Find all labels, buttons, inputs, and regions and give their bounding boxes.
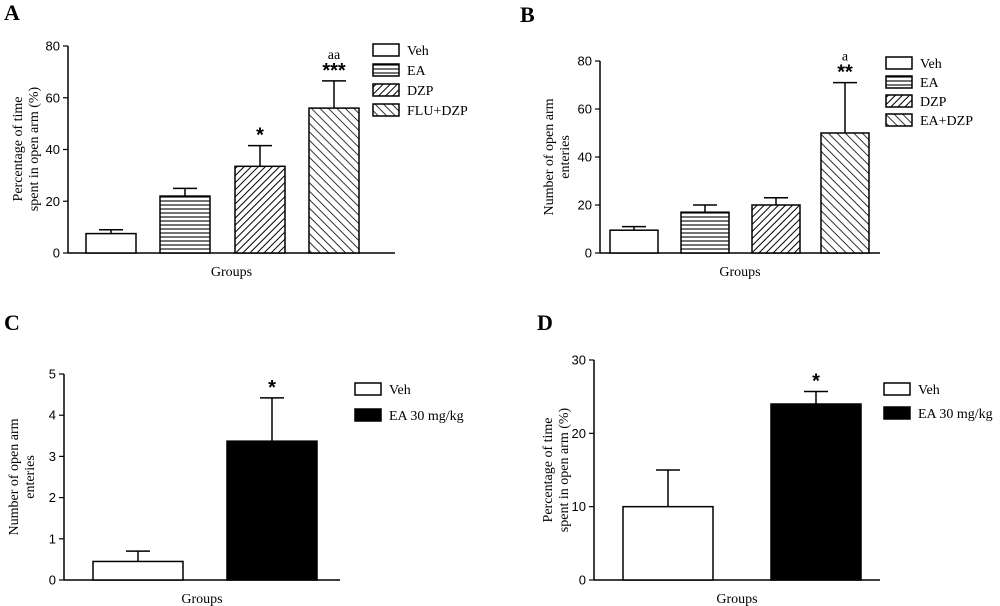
bar-dzp — [234, 165, 286, 254]
legend-swatch — [883, 406, 911, 420]
annotation-label: aa — [328, 48, 341, 63]
bar-ea-dzp — [820, 132, 870, 254]
bar-ea-30-mg-kg — [226, 440, 318, 581]
panel-b: B 0 20 40 60 80 Number of open armenteries Grou… — [520, 2, 973, 280]
y-tick-label: 80 — [46, 39, 60, 54]
legend-swatch — [885, 113, 913, 127]
y-tick-label: 20 — [578, 198, 592, 213]
legend-label: FLU+DZP — [407, 104, 468, 119]
legend-swatch — [883, 382, 911, 396]
y-tick-label: 60 — [46, 90, 60, 105]
y-tick-label: 20 — [572, 426, 586, 441]
significance-marker: * — [256, 125, 264, 147]
significance-marker: ** — [837, 62, 853, 84]
y-tick-label: 0 — [49, 573, 56, 588]
y-tick-label: 20 — [46, 194, 60, 209]
y-axis-label: Percentage of timespent in open arm (%) — [541, 407, 572, 532]
legend-label: Veh — [918, 383, 940, 398]
legend-swatch — [372, 103, 400, 117]
legend-label: Veh — [920, 57, 942, 72]
panel-d: D 0 10 20 30 Percentage of timespent in open … — [537, 310, 993, 606]
legend-swatch — [354, 408, 382, 422]
legend-label: Veh — [407, 44, 429, 59]
legend-label: EA 30 mg/kg — [389, 409, 464, 424]
legend-swatch — [885, 94, 913, 108]
bar-ea — [159, 195, 211, 254]
x-axis-label: Groups — [719, 265, 760, 280]
bar-veh — [92, 560, 184, 581]
x-axis-label: Groups — [716, 592, 757, 606]
y-axis-label: Number of open armenteries — [7, 418, 38, 535]
bar-flu-dzp — [308, 107, 360, 254]
x-axis-label: Groups — [181, 592, 222, 606]
legend-swatch — [372, 83, 400, 97]
y-tick-label: 0 — [53, 246, 60, 261]
significance-marker: *** — [322, 60, 346, 82]
y-tick-label: 0 — [585, 246, 592, 261]
y-tick-label: 80 — [578, 54, 592, 69]
bar-veh — [622, 505, 714, 581]
legend-label: DZP — [920, 95, 947, 110]
bar-dzp — [751, 204, 801, 254]
bar-veh — [609, 229, 659, 254]
y-tick-label: 10 — [572, 499, 586, 514]
y-tick-label: 1 — [49, 531, 56, 546]
y-tick-label: 40 — [46, 142, 60, 157]
y-tick-label: 40 — [578, 150, 592, 165]
y-tick-label: 30 — [572, 353, 586, 368]
bar-ea — [680, 211, 730, 254]
bar-ea-30-mg-kg — [770, 403, 862, 581]
legend-label: DZP — [407, 84, 434, 99]
legend-swatch — [354, 382, 382, 396]
legend-label: EA — [407, 64, 427, 79]
y-tick-label: 5 — [49, 367, 56, 382]
y-tick-label: 4 — [49, 408, 56, 423]
legend-label: EA 30 mg/kg — [918, 407, 993, 422]
x-axis-label: Groups — [211, 265, 252, 280]
y-axis-label: Number of open armenteries — [542, 98, 573, 215]
legend-label: EA+DZP — [920, 114, 973, 129]
panel-letter: A — [4, 0, 20, 25]
legend-swatch — [372, 63, 400, 77]
bar-veh — [85, 232, 137, 254]
y-tick-label: 2 — [49, 490, 56, 505]
y-tick-label: 0 — [579, 573, 586, 588]
y-tick-label: 60 — [578, 102, 592, 117]
panel-a: A 0 20 40 60 80 Percentage of timespent in ope… — [4, 0, 468, 280]
significance-marker: * — [812, 371, 820, 393]
legend-label: EA — [920, 76, 940, 91]
panel-letter: D — [537, 310, 553, 335]
y-tick-label: 3 — [49, 449, 56, 464]
significance-marker: * — [268, 377, 276, 399]
legend-label: Veh — [389, 383, 411, 398]
annotation-label: a — [842, 50, 849, 65]
legend-swatch — [885, 75, 913, 89]
panel-c: C 0 1 2 3 4 5 Number of open armenteries Groups *… — [4, 310, 464, 606]
y-axis-label: Percentage of timespent in open arm (%) — [11, 86, 42, 211]
legend-swatch — [885, 56, 913, 70]
panel-letter: B — [520, 2, 535, 27]
panel-letter: C — [4, 310, 20, 335]
legend-swatch — [372, 43, 400, 57]
